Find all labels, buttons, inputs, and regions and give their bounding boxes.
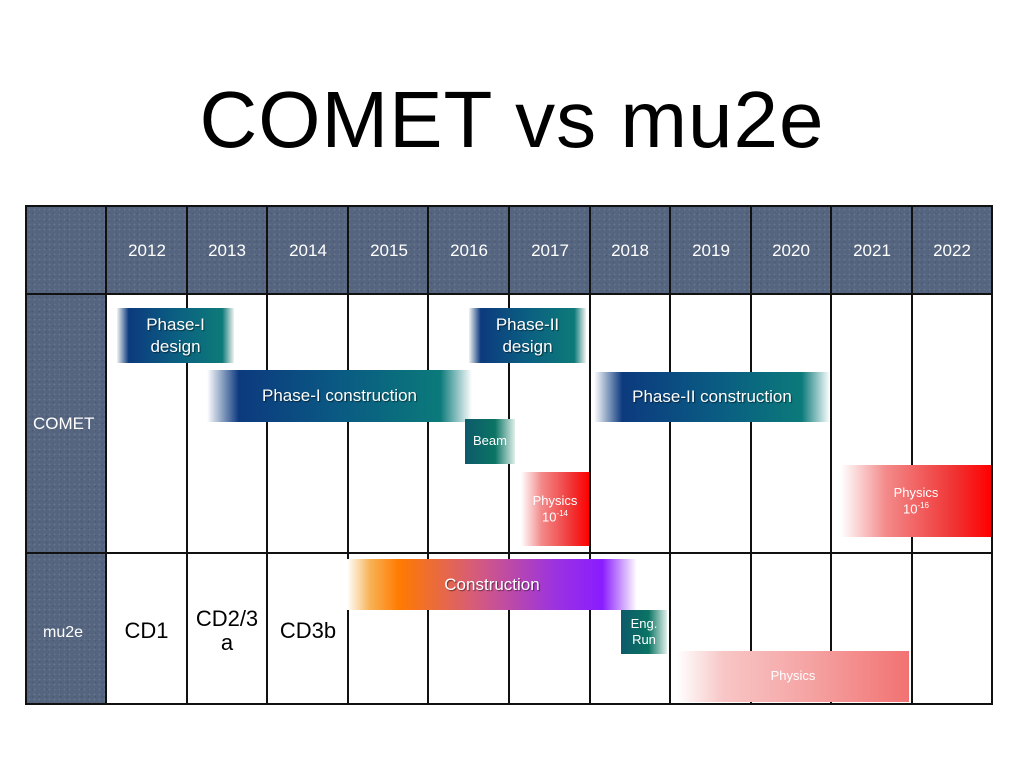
grid-line — [105, 207, 107, 703]
bar-phase1-design: Phase-I design — [117, 308, 234, 363]
grid-line — [750, 207, 752, 703]
year-2013: 2013 — [208, 240, 246, 260]
physics-1e-16-label: Physics — [893, 484, 939, 500]
bar-beam: Beam — [465, 419, 515, 464]
row-label-comet: COMET — [33, 414, 95, 433]
grid-line — [266, 207, 268, 703]
physics-1e-16-value: 10-16 — [902, 500, 929, 517]
label-column-bg — [27, 207, 106, 703]
year-2021: 2021 — [853, 240, 891, 260]
grid-line — [427, 207, 429, 703]
year-2012: 2012 — [128, 240, 166, 260]
slide-title: COMET vs mu2e — [199, 75, 825, 164]
grid-line — [669, 207, 671, 703]
year-2019: 2019 — [692, 240, 730, 260]
year-2020: 2020 — [772, 240, 810, 260]
row-label-mu2e: mu2e — [43, 624, 84, 641]
grid-line — [186, 207, 188, 703]
grid-line — [347, 207, 349, 703]
physics-1e-14-label: Physics — [532, 492, 578, 508]
milestone-cd2-3a: CD2/3 a — [195, 605, 259, 655]
bar-eng-run: Eng. Run — [621, 610, 667, 654]
year-2014: 2014 — [289, 240, 327, 260]
year-2017: 2017 — [531, 240, 569, 260]
bar-phase1-construction: Phase-I construction — [207, 370, 472, 422]
timeline-grid: 2012 2013 2014 2015 2016 2017 2018 2019 … — [25, 205, 993, 705]
milestone-cd1: CD1 — [124, 617, 169, 643]
physics-1e-14-value: 10-14 — [541, 508, 568, 525]
bar-phase2-construction: Phase-II construction — [594, 372, 830, 422]
bar-phase2-design: Phase-II design — [469, 308, 586, 363]
grid-line — [589, 207, 591, 703]
grid-line — [911, 207, 913, 703]
grid-line — [830, 207, 832, 703]
milestone-cd3b: CD3b — [279, 617, 337, 643]
year-2015: 2015 — [370, 240, 408, 260]
year-2018: 2018 — [611, 240, 649, 260]
year-2022: 2022 — [933, 240, 971, 260]
bar-mu2e-construction: Construction — [347, 559, 637, 610]
grid-line — [27, 293, 991, 295]
year-2016: 2016 — [450, 240, 488, 260]
bar-mu2e-physics: Physics — [677, 651, 909, 702]
bar-physics-1e-16: Physics 10-16 — [841, 465, 991, 537]
bar-physics-1e-14: Physics 10-14 — [521, 472, 589, 546]
grid-line — [27, 552, 991, 554]
